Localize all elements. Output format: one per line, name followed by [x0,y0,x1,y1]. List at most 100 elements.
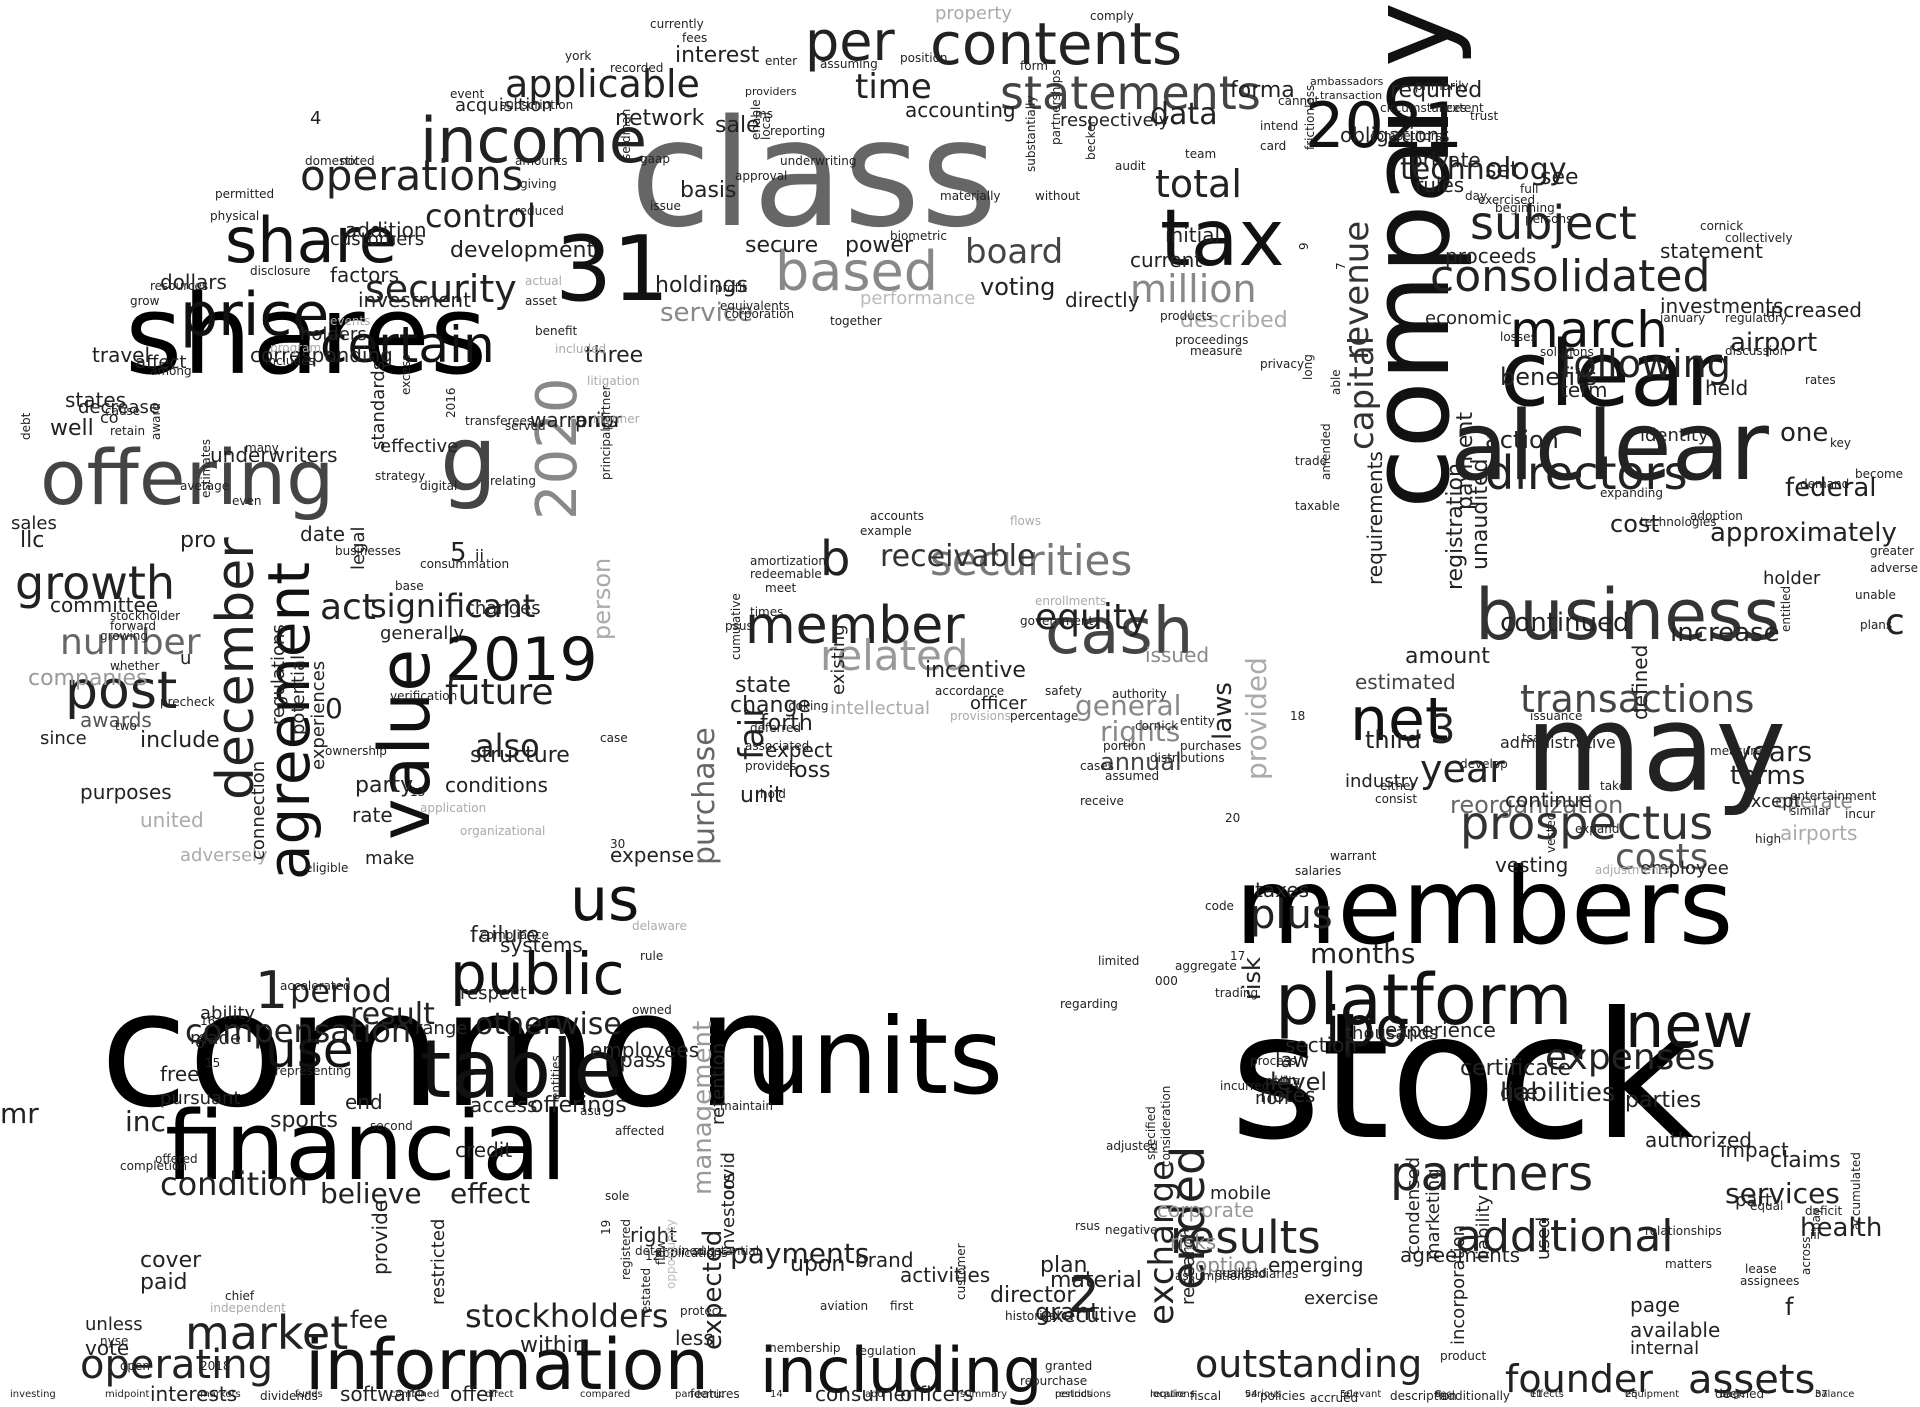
word: liability [1473,1194,1494,1260]
word: due [1500,1080,1538,1104]
word: airports [1780,821,1858,845]
word: assumed [1105,769,1160,783]
word: conditions [445,773,548,797]
word: actual [525,274,562,288]
word: 18 [1290,709,1306,723]
word: pass [620,1048,666,1072]
word: operate [1775,789,1853,813]
word: tax [1160,194,1285,284]
word: percentage [1010,709,1079,723]
word: 1 [255,961,289,1021]
word: network [615,106,705,131]
word: change [730,693,811,718]
word: see [1540,165,1579,190]
word: entitled [1779,585,1793,632]
word: dollars [160,270,227,294]
word: price [180,280,330,350]
word: transactions [1520,677,1755,721]
word: property [935,3,1013,24]
word: excess [399,354,413,395]
word: investment [358,288,471,312]
word: following [1560,342,1731,386]
word: sale [715,113,760,138]
word: adjusted [1106,1139,1158,1153]
word: 2018 [200,1359,231,1373]
word: accordance [935,684,1005,698]
word: changes [465,598,541,619]
word: class [630,88,998,260]
word: research [1178,1227,1199,1305]
word: comply [1090,9,1134,23]
word: million [1130,267,1257,311]
word: make [365,848,415,869]
word: restated [639,1267,653,1318]
word: funds [295,1389,323,1400]
word: warrant [1330,849,1377,863]
word: granted [1045,1359,1093,1373]
word: taxable [1295,499,1340,513]
word: intellectual [830,698,931,719]
word: obligations [1340,123,1450,147]
word: prior [575,408,622,432]
word: compliance [480,928,549,942]
word: effects [1530,1389,1564,1400]
word: partner [599,385,613,430]
word: equipment [1625,1389,1680,1400]
word: noted [340,154,375,168]
word: pro [180,528,216,553]
word: annual [1100,748,1182,776]
word: 9 [1297,242,1311,250]
word: ambassadors [1310,75,1384,88]
word: eligible [305,861,349,875]
word: 12 [645,1249,661,1263]
word: awards [80,708,152,732]
word: offering [40,433,335,522]
word: owned [632,1003,672,1017]
word: discussion [1725,344,1788,358]
word: significant [370,587,536,625]
word: condensed [1403,1156,1424,1255]
word: adverse [1870,561,1919,575]
word: markets [200,1389,241,1400]
word: thousands [1345,1023,1439,1044]
word: includes [265,354,315,368]
word: providers [745,85,797,98]
word: debt [19,412,33,440]
word: new [1625,989,1754,1062]
word: statements [1000,66,1261,120]
word: able [1329,369,1343,395]
word: technologies [1640,515,1717,529]
word: 50 [1340,1389,1353,1400]
word: liabilities [1500,1078,1616,1108]
word: either [1380,779,1416,793]
word: 8 [1435,1389,1442,1400]
word: application [420,801,487,815]
word: vested [1544,812,1558,853]
word: approximately [1710,518,1897,548]
word: entertainment [1790,789,1877,803]
word: redeemable [750,567,822,581]
word: cornick [1135,719,1179,733]
word: portion [1103,739,1146,753]
word: companies [28,666,148,691]
word: measures [1710,744,1769,758]
word: activities [900,1263,991,1287]
word: approval [735,169,788,183]
word: unless [85,1314,143,1335]
word: large [1720,1389,1746,1400]
word: profit [715,281,747,295]
word: equal [1750,1199,1784,1213]
word: sec [1435,1389,1452,1400]
word: accumulated [1849,1152,1863,1230]
word: accounting [905,98,1016,122]
word: form [1020,59,1048,73]
word: 7 [1334,262,1348,270]
word: certificate [1460,1056,1572,1081]
word: gaap [640,152,670,166]
word: date [300,522,346,546]
word: relating [490,474,537,488]
word: incentive [925,658,1026,683]
word: maintain [720,1099,773,1113]
word: 2021 [1305,89,1463,162]
word: key [1830,436,1852,450]
